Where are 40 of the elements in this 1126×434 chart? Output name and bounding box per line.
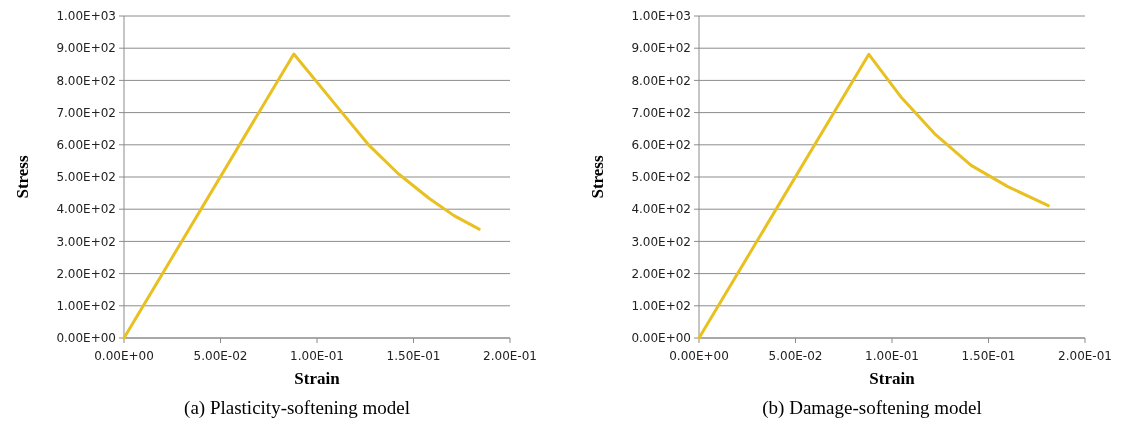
y-tick-label: 6.00E+02 — [631, 138, 691, 152]
y-tick-label: 4.00E+02 — [56, 202, 116, 217]
y-tick-label: 0.00E+00 — [56, 331, 116, 346]
y-tick-label: 1.00E+02 — [631, 299, 691, 313]
y-tick-label: 1.00E+03 — [56, 9, 116, 24]
x-tick-label: 5.00E-02 — [768, 349, 823, 363]
y-axis-title: Stress — [588, 155, 607, 199]
y-tick-label: 6.00E+02 — [56, 138, 116, 152]
y-tick-label: 8.00E+02 — [631, 73, 691, 88]
y-tick-label: 5.00E+02 — [631, 170, 691, 185]
x-tick-label: 2.00E-01 — [1058, 349, 1112, 363]
y-tick-label: 1.00E+02 — [56, 299, 116, 313]
y-tick-label: 1.00E+03 — [631, 9, 691, 24]
y-tick-label: 5.00E+02 — [56, 170, 116, 185]
text: (b) Damage-softening model — [762, 397, 982, 419]
x-axis-title: Strain — [869, 369, 916, 388]
line-series — [122, 52, 481, 340]
x-tick-label: 2.00E-01 — [483, 349, 537, 363]
y-tick-label: 7.00E+02 — [631, 105, 691, 120]
y-tick-label: 9.00E+02 — [631, 41, 691, 56]
x-tick-label: 5.00E-02 — [193, 349, 248, 363]
y-tick-label: 3.00E+02 — [56, 234, 116, 249]
x-tick-label: 0.00E+00 — [94, 349, 154, 363]
x-tick-label: 0.00E+00 — [669, 349, 729, 363]
y-tick-label: 7.00E+02 — [56, 105, 116, 120]
y-tick-label: 8.00E+02 — [56, 73, 116, 88]
y-tick-label: 4.00E+02 — [631, 202, 691, 217]
x-tick-label: 1.50E-01 — [961, 349, 1016, 363]
x-tick-label: 1.00E-01 — [865, 349, 919, 363]
y-tick-label: 3.00E+02 — [631, 234, 691, 249]
y-tick-label: 2.00E+02 — [56, 266, 116, 281]
text: (a) Plasticity-softening model — [184, 397, 410, 419]
x-axis-title: Strain — [294, 369, 341, 388]
y-axis-title: Stress — [13, 155, 32, 199]
x-tick-label: 1.00E-01 — [290, 349, 344, 363]
line-series — [697, 52, 1050, 340]
y-tick-label: 9.00E+02 — [56, 41, 116, 56]
y-tick-label: 0.00E+00 — [631, 331, 691, 346]
y-tick-label: 2.00E+02 — [631, 266, 691, 281]
x-tick-label: 1.50E-01 — [386, 349, 441, 363]
